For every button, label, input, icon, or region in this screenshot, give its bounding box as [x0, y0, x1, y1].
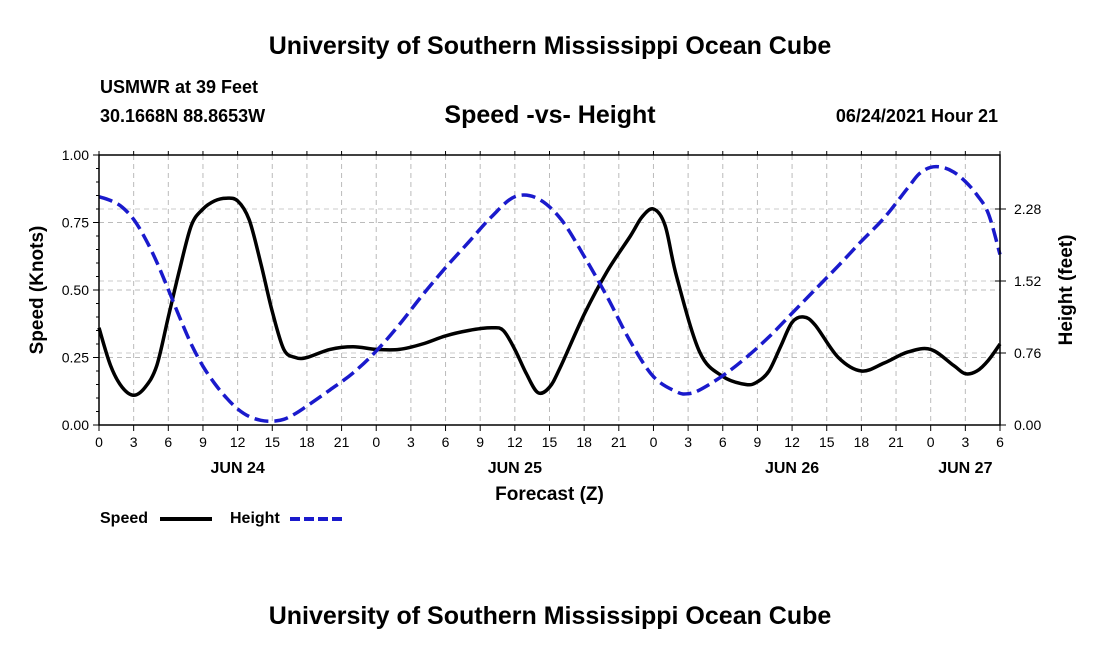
legend-height-label: Height [230, 510, 280, 527]
y2-tick-label: 0.76 [1014, 345, 1041, 361]
x-tick-label: 12 [784, 434, 800, 450]
x-tick-label: 9 [199, 434, 207, 450]
x-tick-label: 0 [95, 434, 103, 450]
x-tick-label: 6 [164, 434, 172, 450]
x-tick-label: 21 [611, 434, 627, 450]
x-tick-label: 3 [684, 434, 692, 450]
x-tick-label: 15 [819, 434, 835, 450]
x-tick-label: 12 [230, 434, 246, 450]
x-tick-label: 9 [476, 434, 484, 450]
y2-tick-label: 0.00 [1014, 417, 1041, 433]
legend-speed-label: Speed [100, 510, 149, 527]
x-tick-label: 3 [130, 434, 138, 450]
x-tick-label: 0 [650, 434, 658, 450]
station-label: USMWR at 39 Feet [100, 77, 259, 97]
y-tick-label: 0.25 [62, 350, 89, 366]
x-tick-label: 18 [854, 434, 870, 450]
x-tick-label: 6 [442, 434, 450, 450]
x-tick-label: 12 [507, 434, 523, 450]
x-day-label: JUN 27 [938, 460, 992, 477]
x-axis-title: Forecast (Z) [495, 484, 604, 505]
x-tick-label: 21 [888, 434, 904, 450]
x-tick-label: 15 [264, 434, 280, 450]
footer-title: University of Southern Mississippi Ocean… [268, 602, 832, 630]
y-tick-label: 0.00 [62, 417, 89, 433]
y2-tick-label: 2.28 [1014, 201, 1041, 217]
x-tick-label: 9 [754, 434, 762, 450]
x-tick-label: 18 [299, 434, 315, 450]
x-day-label: JUN 26 [765, 460, 819, 477]
speed-series-line [97, 196, 1002, 398]
station-coordinates: 30.1668N 88.8653W [100, 106, 266, 126]
chart-subtitle: Speed -vs- Height [444, 101, 656, 129]
x-tick-label: 0 [372, 434, 380, 450]
y2-tick-label: 1.52 [1014, 273, 1041, 289]
x-tick-label: 0 [927, 434, 935, 450]
x-tick-label: 21 [334, 434, 350, 450]
x-tick-label: 3 [407, 434, 415, 450]
plot-frame [98, 154, 1001, 426]
forecast-datetime: 06/24/2021 Hour 21 [835, 106, 998, 126]
page-title: University of Southern Mississippi Ocean… [268, 32, 832, 60]
y2-axis-title: Height (feet) [1056, 235, 1077, 346]
legend-height-swatch [290, 517, 344, 521]
x-day-label: JUN 25 [488, 460, 542, 477]
y-tick-label: 0.75 [62, 215, 89, 231]
x-day-label: JUN 24 [210, 460, 264, 477]
y-tick-label: 1.00 [62, 147, 89, 163]
legend-speed-swatch [160, 517, 212, 521]
height-series-line [98, 164, 1002, 424]
y-axis-title: Speed (Knots) [27, 226, 48, 355]
x-tick-label: 18 [576, 434, 592, 450]
x-tick-label: 15 [542, 434, 558, 450]
x-tick-label: 6 [996, 434, 1004, 450]
x-tick-label: 3 [961, 434, 969, 450]
x-tick-label: 6 [719, 434, 727, 450]
y-tick-label: 0.50 [62, 282, 89, 298]
